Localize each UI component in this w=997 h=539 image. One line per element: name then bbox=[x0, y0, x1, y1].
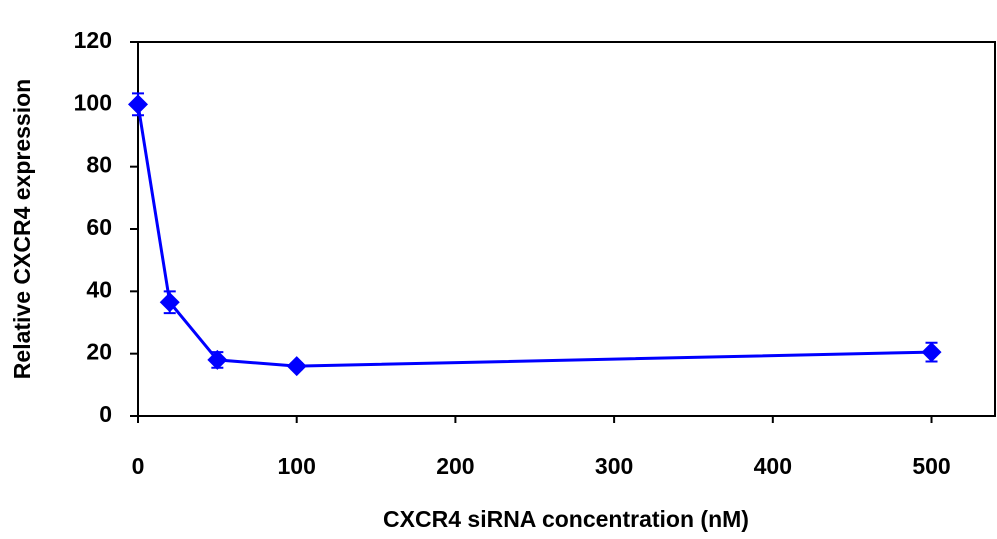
x-tick-label: 200 bbox=[436, 453, 474, 479]
x-tick-label: 100 bbox=[278, 453, 316, 479]
x-tick-label: 300 bbox=[595, 453, 633, 479]
x-axis-label: CXCR4 siRNA concentration (nM) bbox=[383, 506, 749, 532]
y-tick-label: 0 bbox=[99, 401, 112, 427]
marker bbox=[286, 356, 307, 377]
y-axis-label: Relative CXCR4 expression bbox=[9, 79, 35, 379]
marker bbox=[207, 349, 228, 370]
y-tick-label: 20 bbox=[86, 339, 112, 365]
marker bbox=[921, 342, 942, 363]
marker bbox=[159, 292, 180, 313]
y-tick-label: 120 bbox=[74, 27, 112, 53]
y-tick-label: 100 bbox=[74, 89, 112, 115]
y-tick-label: 80 bbox=[86, 152, 112, 178]
marker bbox=[128, 94, 148, 115]
x-tick-label: 500 bbox=[912, 453, 950, 479]
y-tick-label: 60 bbox=[86, 214, 112, 240]
y-tick-label: 40 bbox=[86, 276, 112, 302]
x-tick-label: 0 bbox=[132, 453, 145, 479]
x-tick-label: 400 bbox=[754, 453, 792, 479]
series-line bbox=[136, 104, 932, 368]
